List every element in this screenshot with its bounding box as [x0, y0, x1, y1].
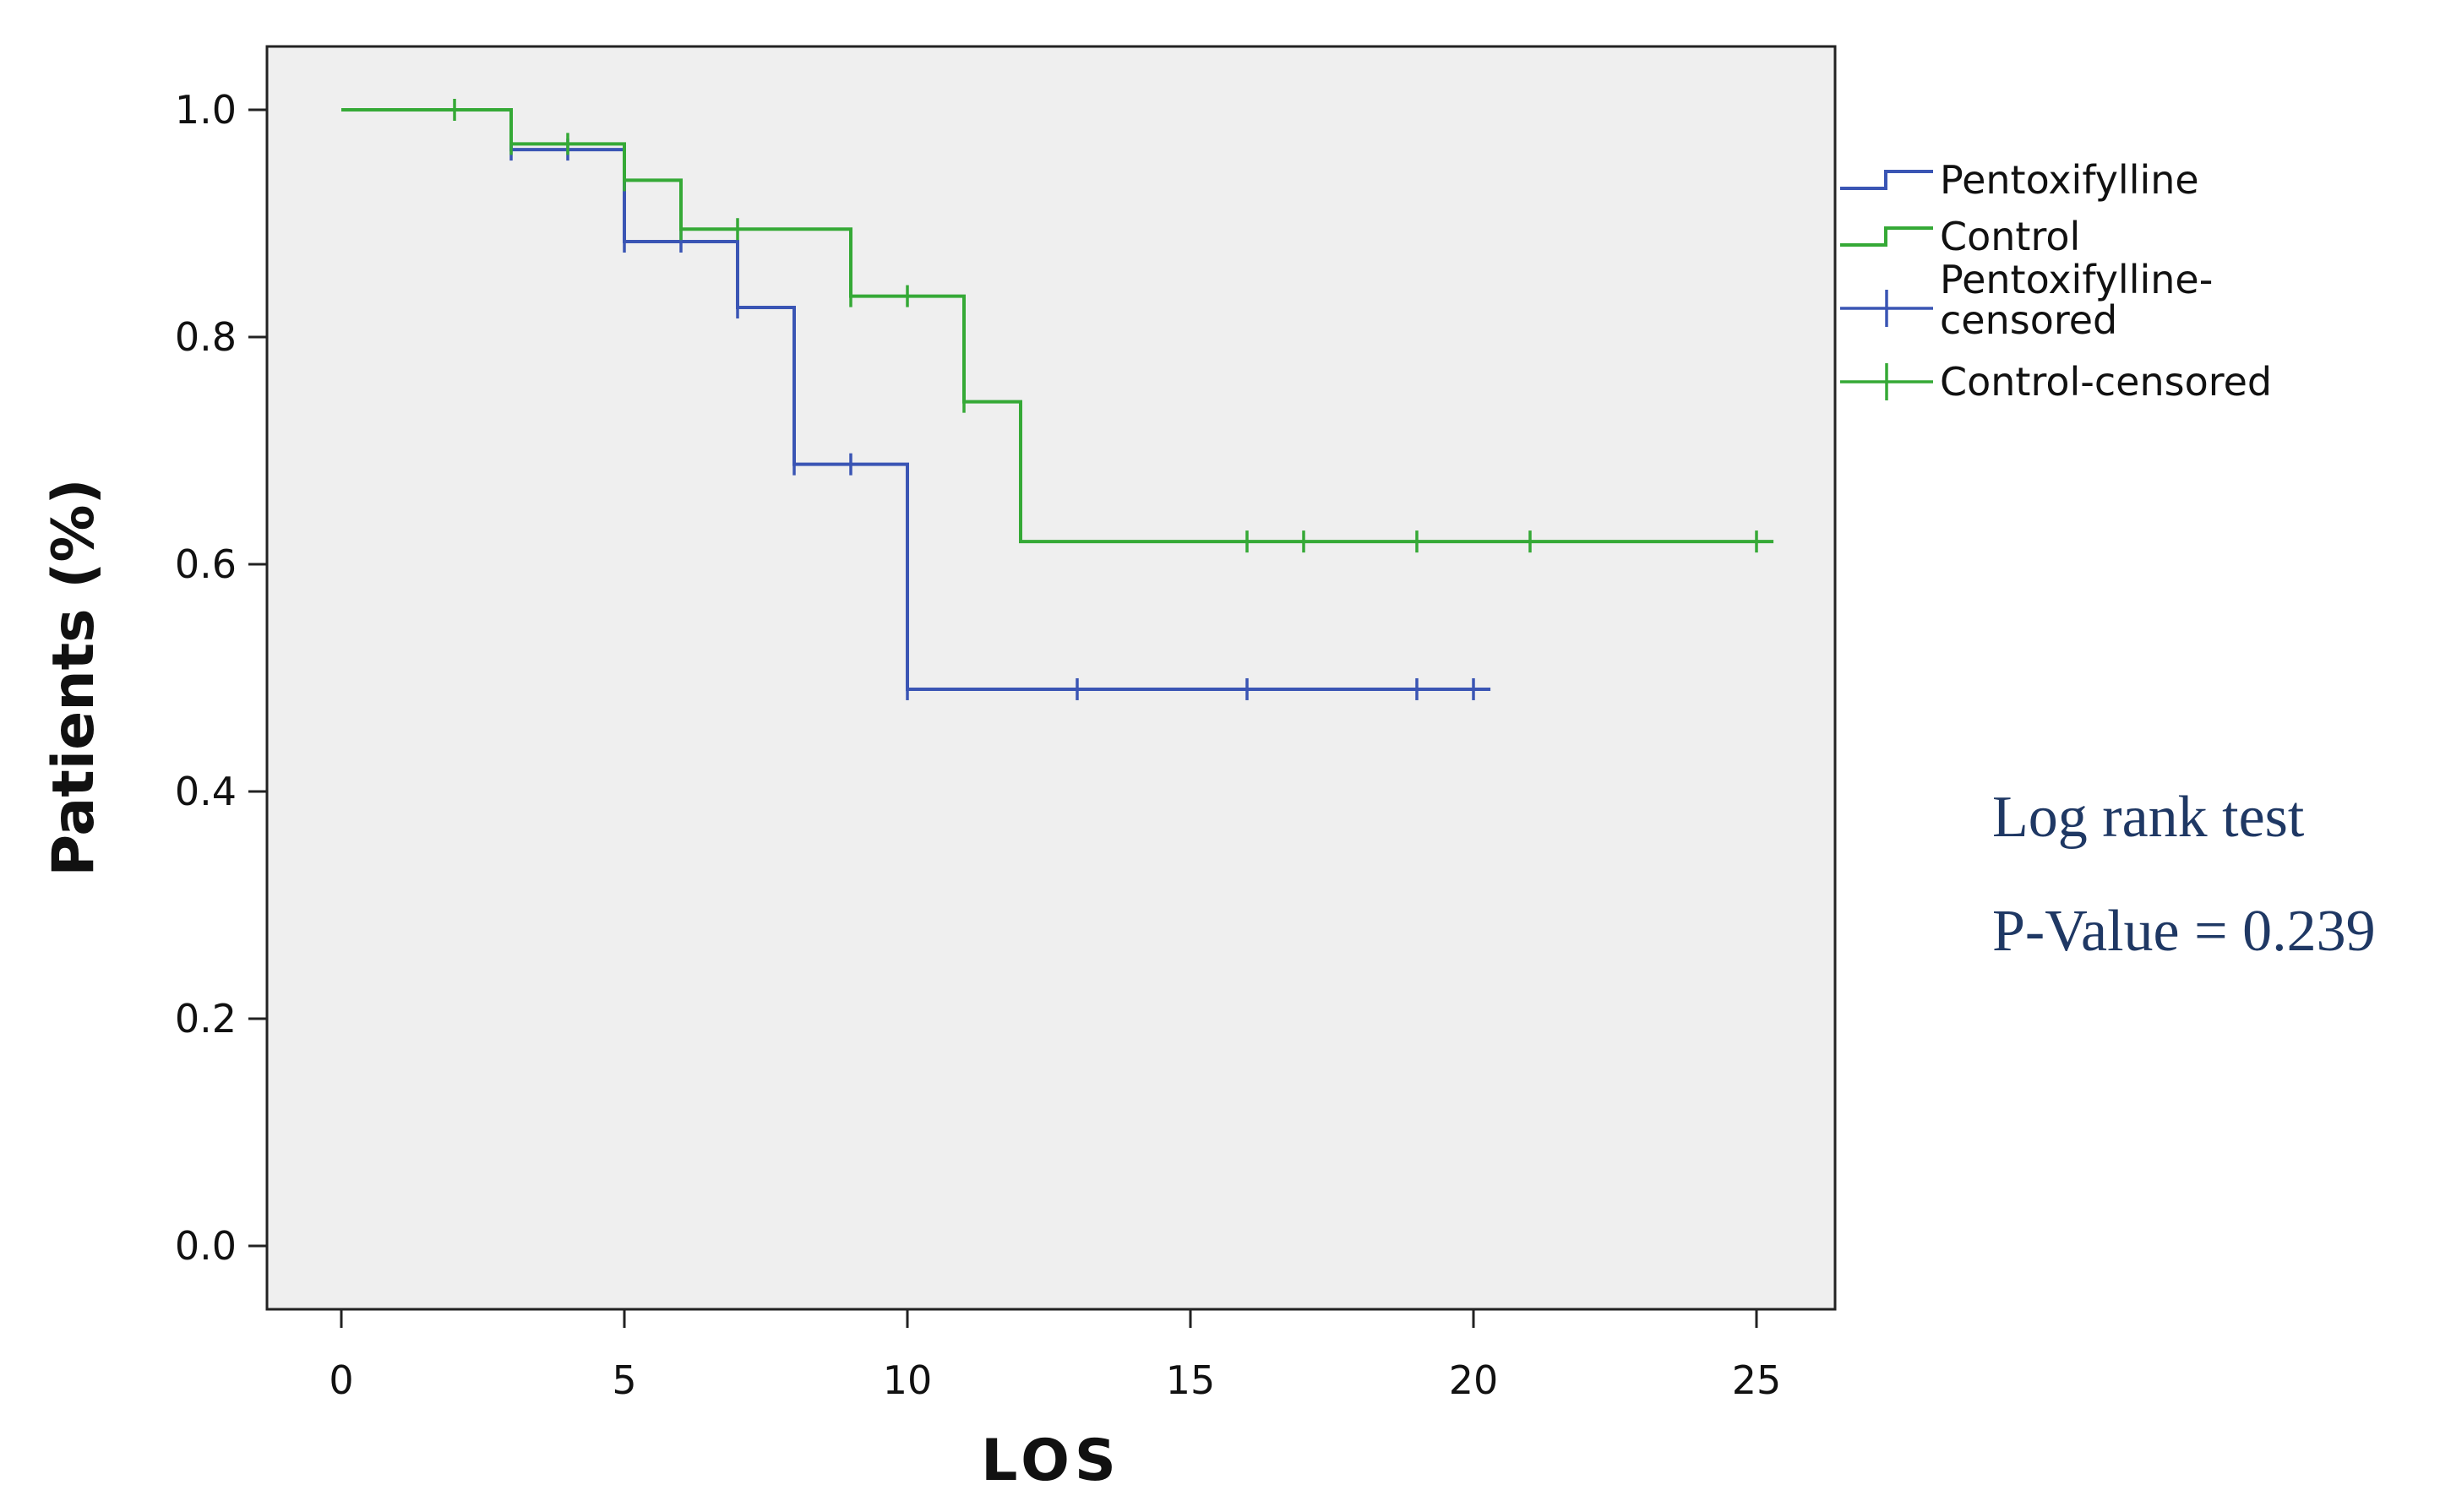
y-axis: 0.0 0.2 0.4 0.6 0.8 1.0 — [175, 87, 267, 1269]
control-step-line — [341, 108, 1774, 544]
legend-label: Control — [1940, 214, 2080, 259]
y-tick-label: 0.6 — [175, 541, 237, 587]
plot-area — [265, 45, 1837, 1311]
legend-label: Control-censored — [1940, 359, 2272, 405]
legend-step-swatch — [1840, 170, 1933, 190]
x-axis: 0 5 10 15 20 25 — [329, 1309, 1781, 1403]
x-tick-label: 20 — [1449, 1357, 1499, 1403]
legend-step-swatch — [1840, 226, 1933, 247]
legend-label: censored — [1940, 297, 2117, 343]
log-rank-label: Log rank test — [1992, 785, 2305, 850]
y-axis-title: Patients (%) — [41, 478, 107, 876]
series-layer — [341, 99, 1774, 700]
x-tick-label: 5 — [612, 1357, 636, 1403]
y-tick-label: 0.0 — [175, 1223, 237, 1269]
x-tick-label: 25 — [1732, 1357, 1782, 1403]
legend-label: Pentoxifylline- — [1940, 257, 2213, 302]
p-value-label: P-Value = 0.239 — [1992, 899, 2376, 964]
x-axis-title: LOS — [981, 1428, 1121, 1494]
legend: Pentoxifylline ControlPentoxifylline-cens… — [1840, 157, 2272, 405]
y-tick-label: 0.8 — [175, 314, 237, 360]
x-tick-label: 15 — [1166, 1357, 1216, 1403]
x-tick-label: 0 — [329, 1357, 353, 1403]
legend-label: Pentoxifylline — [1940, 157, 2199, 203]
y-tick-label: 1.0 — [175, 87, 237, 133]
y-tick-label: 0.4 — [175, 769, 237, 814]
y-tick-label: 0.2 — [175, 996, 237, 1042]
x-tick-label: 10 — [883, 1357, 933, 1403]
